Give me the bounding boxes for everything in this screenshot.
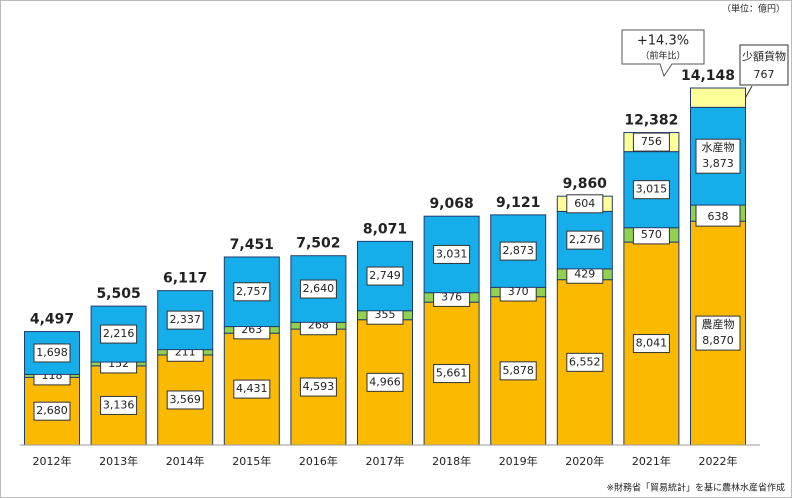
label-box (299, 377, 337, 397)
value-label: 2,757 (236, 285, 268, 298)
label-box (739, 44, 789, 86)
label-box (233, 282, 271, 302)
label-box (695, 138, 741, 174)
footnote: ※財務省「貿易統計」を基に農林水産省作成 (606, 482, 785, 494)
label-box (33, 343, 71, 363)
x-tick-label: 2022年 (699, 454, 738, 468)
total-label: 14,148 (681, 68, 735, 84)
value-label: 2,337 (169, 313, 201, 326)
callout-line (745, 85, 753, 98)
label-box (366, 372, 404, 392)
x-tick-label: 2015年 (232, 454, 271, 468)
label-box (100, 395, 138, 415)
label-box (566, 230, 604, 250)
label-box (695, 315, 741, 351)
total-label: 7,451 (230, 237, 274, 253)
x-tick-label: 2016年 (299, 454, 338, 468)
value-label: 756 (641, 135, 662, 148)
value-label: 8,870 (702, 334, 734, 347)
value-label: 3,015 (636, 183, 668, 196)
label-box (433, 364, 471, 384)
value-label: 2,873 (502, 244, 534, 257)
total-label: 6,117 (163, 271, 207, 287)
x-tick-label: 2020年 (565, 454, 604, 468)
label-box (499, 361, 537, 381)
bar-segment (690, 87, 746, 108)
label-box (499, 241, 537, 261)
label-box (566, 352, 604, 372)
growth-label: +14.3% (637, 34, 689, 49)
total-label: 4,497 (30, 312, 74, 328)
x-tick-label: 2013年 (99, 454, 138, 468)
label-box (166, 310, 204, 330)
total-label: 8,071 (363, 221, 407, 237)
value-label: 376 (441, 290, 462, 303)
x-tick-label: 2021年 (632, 454, 671, 468)
total-label: 9,068 (429, 196, 473, 212)
value-label: 2,749 (369, 269, 401, 282)
label-box (299, 279, 337, 299)
legend-label: 水産物 (702, 140, 735, 154)
total-label: 9,860 (563, 176, 608, 192)
label-box (632, 132, 670, 152)
legend-label: 農産物 (702, 317, 735, 331)
value-label: 2,276 (569, 233, 601, 246)
label-box (366, 266, 404, 286)
label-box (566, 194, 604, 214)
value-label: 6,552 (569, 355, 601, 368)
label-box (632, 334, 670, 354)
x-tick-label: 2019年 (499, 454, 538, 468)
value-label: 4,966 (369, 375, 401, 388)
x-tick-label: 2012年 (33, 454, 72, 468)
value-label: 3,136 (103, 398, 135, 411)
value-label: 5,661 (436, 367, 468, 380)
total-label: 5,505 (96, 286, 140, 302)
value-label: 1,698 (36, 346, 68, 359)
value-label: 2,680 (36, 404, 68, 417)
label-box (33, 401, 71, 421)
value-label: 4,431 (236, 382, 268, 395)
total-label: 7,502 (296, 236, 340, 252)
label-box (433, 244, 471, 264)
value-label: 370 (508, 285, 529, 298)
value-label: 3,569 (169, 393, 201, 406)
value-label: 3,873 (702, 157, 734, 170)
value-label: 3,031 (436, 247, 468, 260)
value-label: 5,878 (502, 364, 534, 377)
x-tick-label: 2018年 (432, 454, 471, 468)
label-box (632, 180, 670, 200)
value-label: 2,640 (303, 282, 335, 295)
x-tick-label: 2017年 (366, 454, 405, 468)
value-label: 355 (375, 308, 396, 321)
label-box (233, 379, 271, 399)
total-label: 12,382 (624, 113, 678, 129)
x-tick-label: 2014年 (166, 454, 205, 468)
growth-note: （前年比） (640, 50, 685, 62)
value-label: 638 (708, 210, 729, 223)
legend-label: 少額貨物 (742, 49, 786, 63)
value-label: 429 (574, 267, 595, 280)
value-label: 4,593 (303, 380, 335, 393)
value-label: 604 (574, 197, 595, 210)
total-label: 9,121 (496, 195, 540, 211)
unit-label: （単位：億円） (722, 3, 785, 15)
growth-callout (621, 29, 705, 78)
value-label: 570 (641, 228, 662, 241)
value-label: 2,216 (103, 327, 135, 340)
label-box (166, 390, 204, 410)
value-label: 767 (754, 68, 775, 81)
label-box (100, 324, 138, 344)
value-label: 8,041 (636, 337, 668, 350)
